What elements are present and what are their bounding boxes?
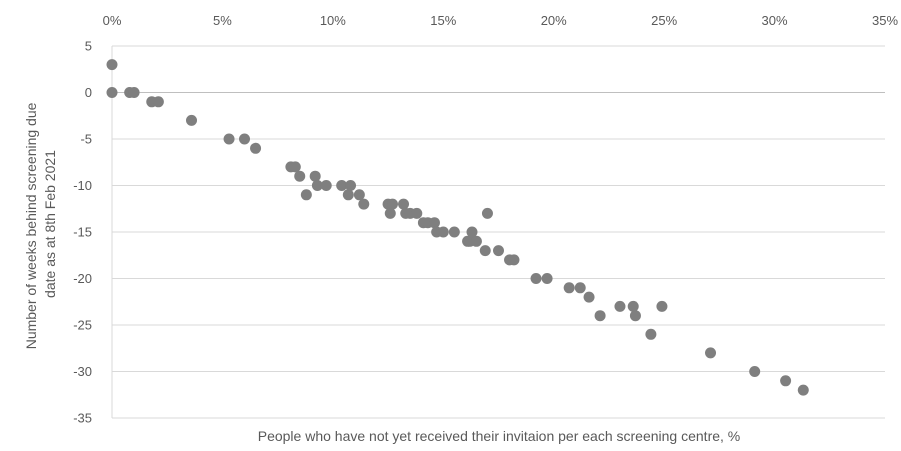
data-point <box>384 207 396 219</box>
data-point <box>541 273 553 284</box>
data-point <box>152 96 164 108</box>
gridlines <box>112 45 885 419</box>
data-point <box>583 291 595 303</box>
data-point <box>481 207 493 219</box>
y-axis-title: Number of weeks behind screening due dat… <box>23 99 58 350</box>
data-point <box>508 254 520 266</box>
data-point <box>411 207 423 219</box>
axes <box>111 46 885 418</box>
data-point <box>466 226 478 238</box>
data-points <box>106 59 809 396</box>
x-tick-label: 35% <box>872 13 898 28</box>
data-point <box>629 310 641 322</box>
x-tick-label: 0% <box>103 13 122 28</box>
data-point <box>239 133 251 145</box>
data-point <box>749 366 761 377</box>
data-point <box>223 133 235 145</box>
y-tick-label: -5 <box>80 132 92 147</box>
data-point <box>470 235 482 247</box>
data-point <box>342 189 354 201</box>
data-point <box>106 59 118 71</box>
tick-labels: 5 0 -5 -10 -15 -20 -25 -30 -35 0% 5% 10% 15% 20% 25% 30… <box>73 13 898 426</box>
y-tick-label: -35 <box>73 411 92 426</box>
data-point <box>448 226 460 238</box>
x-tick-label: 10% <box>320 13 346 28</box>
data-point <box>530 273 542 284</box>
x-tick-label: 25% <box>651 13 677 28</box>
y-tick-label: -10 <box>73 178 92 193</box>
y-tick-label: -15 <box>73 225 92 240</box>
data-point <box>398 198 410 210</box>
y-tick-label: 5 <box>85 39 92 54</box>
data-point <box>320 180 332 191</box>
data-point <box>563 282 575 294</box>
data-point <box>186 114 198 126</box>
data-point <box>106 87 118 98</box>
data-point <box>645 328 657 340</box>
data-point <box>594 310 606 322</box>
y-tick-label: -25 <box>73 318 92 333</box>
y-axis-title-line-2: date as at 8th Feb 2021 <box>42 150 58 298</box>
data-point <box>797 384 809 396</box>
x-tick-label: 20% <box>541 13 567 28</box>
data-point <box>614 300 626 312</box>
y-tick-label: -30 <box>73 364 92 379</box>
data-point <box>311 180 323 191</box>
data-point <box>300 189 312 201</box>
data-point <box>345 180 357 191</box>
data-point <box>336 180 348 191</box>
x-axis-title: People who have not yet received their i… <box>258 428 741 444</box>
y-tick-label: 0 <box>85 85 92 100</box>
data-point <box>250 142 262 154</box>
data-point <box>574 282 586 294</box>
x-tick-label: 30% <box>762 13 788 28</box>
data-point <box>294 170 306 182</box>
data-point <box>353 189 365 201</box>
data-point <box>428 217 440 229</box>
x-tick-label: 5% <box>213 13 232 28</box>
data-point <box>128 87 140 98</box>
data-point <box>656 300 668 312</box>
data-point <box>386 198 398 210</box>
data-point <box>309 170 321 182</box>
y-axis-title-line-1: Number of weeks behind screening due <box>23 102 39 349</box>
data-point <box>479 245 491 257</box>
data-point <box>493 245 504 257</box>
data-point <box>358 198 370 210</box>
data-point <box>289 161 301 173</box>
y-tick-label: -20 <box>73 271 92 286</box>
data-point <box>705 347 717 359</box>
data-point <box>437 226 449 238</box>
data-point <box>780 375 792 387</box>
data-point <box>627 300 639 312</box>
x-tick-label: 15% <box>430 13 456 28</box>
